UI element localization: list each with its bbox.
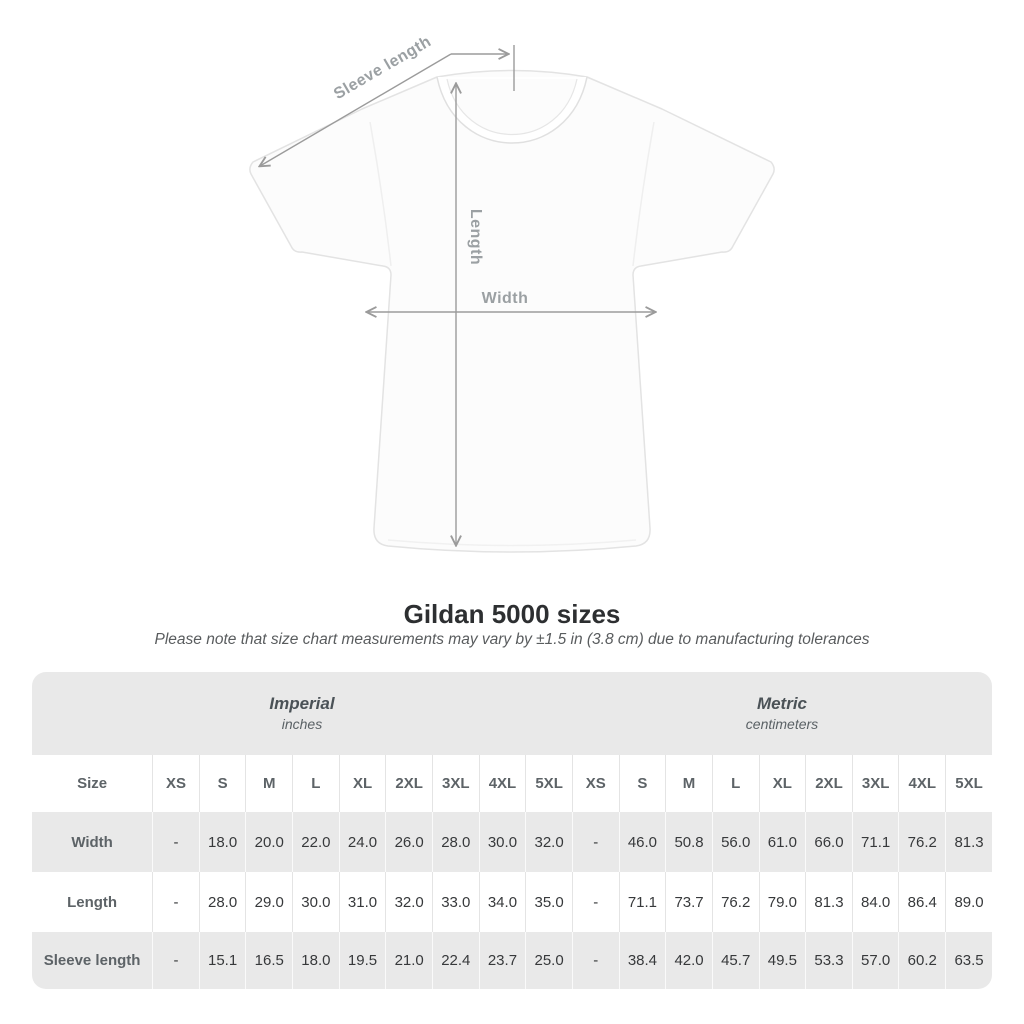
measurement-value: 20.0 (245, 812, 293, 872)
size-col-header: XS (571, 755, 619, 812)
size-col-header: 5XL (525, 755, 572, 812)
tshirt-measurement-diagram: Sleeve length Length Width (249, 33, 775, 553)
measurement-value: 34.0 (478, 872, 526, 932)
measurement-value: 86.4 (898, 872, 946, 932)
size-col-header: M (665, 755, 712, 812)
measurement-value: 19.5 (338, 932, 386, 989)
measurement-value: 18.0 (198, 812, 246, 872)
size-col-header: 3XL (851, 755, 899, 812)
measurement-value: 73.7 (665, 872, 712, 932)
measurement-value: - (571, 932, 619, 989)
measurement-value: 71.1 (851, 812, 899, 872)
row-label: Length (32, 872, 153, 932)
measurement-value: 23.7 (478, 932, 526, 989)
size-col-header: 4XL (898, 755, 946, 812)
measurement-value: 38.4 (618, 932, 666, 989)
measurement-value: 57.0 (851, 932, 899, 989)
measurement-value: 76.2 (711, 872, 759, 932)
measurement-value: 22.0 (292, 812, 339, 872)
measurement-value: 71.1 (618, 872, 666, 932)
measurement-value: 42.0 (665, 932, 712, 989)
measurement-value: 81.3 (945, 812, 992, 872)
measurement-value: 33.0 (431, 872, 479, 932)
measurement-value: 49.5 (758, 932, 806, 989)
measurement-value: - (571, 812, 619, 872)
measurement-value: 63.5 (945, 932, 992, 989)
measurement-value: - (152, 872, 199, 932)
measurement-value: - (152, 932, 199, 989)
measurement-value: 31.0 (338, 872, 386, 932)
tolerance-note: Please note that size chart measurements… (154, 631, 870, 648)
tshirt-illustration: Sleeve length Length Width (249, 33, 775, 553)
measurement-value: 46.0 (618, 812, 666, 872)
metric-label: Metric (756, 694, 808, 714)
size-col-header: 3XL (431, 755, 479, 812)
row-label: Width (32, 812, 153, 872)
measurement-value: 50.8 (665, 812, 712, 872)
measurement-arrows (260, 45, 655, 545)
size-header-row: Size XS S M L XL 2XL 3XL 4XL 5XL XS S M L XL 2XL 3XL 4XL… (32, 755, 992, 812)
size-col-header: S (618, 755, 666, 812)
measurement-value: 81.3 (805, 872, 852, 932)
metric-header: Metric centimeters (571, 672, 992, 755)
measurement-value: 32.0 (385, 872, 432, 932)
measurement-value: 30.0 (292, 872, 339, 932)
measurement-value: 15.1 (198, 932, 246, 989)
measurement-value: 22.4 (431, 932, 479, 989)
row-label: Sleeve length (32, 932, 153, 989)
width-label: Width (482, 290, 529, 307)
measurement-value: 89.0 (945, 872, 992, 932)
measurement-value: 53.3 (805, 932, 852, 989)
size-col-header: 2XL (385, 755, 432, 812)
imperial-unit: inches (281, 716, 323, 733)
measurement-value: 56.0 (711, 812, 759, 872)
measurement-value: 25.0 (525, 932, 572, 989)
size-col-header: XL (338, 755, 386, 812)
table-row: Width -18.0 20.0 22.0 24.0 26.0 28.0 30.0 32.0-4… (32, 812, 992, 872)
measurement-value: 16.5 (245, 932, 293, 989)
measurement-value: 61.0 (758, 812, 806, 872)
size-col-header: L (292, 755, 339, 812)
imperial-label: Imperial (269, 694, 335, 714)
measurement-value: 26.0 (385, 812, 432, 872)
size-col-header: 5XL (945, 755, 992, 812)
imperial-header: Imperial inches (32, 672, 572, 755)
measurement-value: 24.0 (338, 812, 386, 872)
measurement-value: 29.0 (245, 872, 293, 932)
measurement-value: - (152, 812, 199, 872)
size-table-container: Imperial inches Metric centimeters Size … (32, 672, 992, 989)
measurement-value: 18.0 (292, 932, 339, 989)
metric-unit: centimeters (745, 716, 819, 733)
size-col-header: S (198, 755, 246, 812)
size-col-header: XS (152, 755, 199, 812)
measurement-value: 35.0 (525, 872, 572, 932)
size-col-header: L (711, 755, 759, 812)
unit-header-row: Imperial inches Metric centimeters (32, 672, 992, 755)
table-row: Length -28.0 29.0 30.0 31.0 32.0 33.0 34.0 35.0-… (32, 872, 992, 932)
measurement-value: 32.0 (525, 812, 572, 872)
measurement-value: 30.0 (478, 812, 526, 872)
tshirt-shape (249, 69, 775, 553)
measurement-value: 84.0 (851, 872, 899, 932)
size-column-header: Size (32, 755, 153, 812)
measurement-value: 45.7 (711, 932, 759, 989)
measurement-value: 79.0 (758, 872, 806, 932)
size-col-header: XL (758, 755, 806, 812)
measurement-value: 60.2 (898, 932, 946, 989)
size-col-header: 2XL (805, 755, 852, 812)
measurement-value: 76.2 (898, 812, 946, 872)
size-col-header: M (245, 755, 293, 812)
size-col-header: 4XL (478, 755, 526, 812)
measurement-value: - (571, 872, 619, 932)
sleeve-length-arrow-diagonal (260, 53, 452, 166)
size-table: Imperial inches Metric centimeters Size … (32, 672, 992, 989)
measurement-value: 28.0 (431, 812, 479, 872)
length-label: Length (467, 209, 484, 265)
measurement-value: 66.0 (805, 812, 852, 872)
measurement-value: 21.0 (385, 932, 432, 989)
page-title: Gildan 5000 sizes (403, 599, 621, 629)
table-row: Sleeve length -15.1 16.5 18.0 19.5 21.0 22.4 23… (32, 932, 992, 989)
measurement-value: 28.0 (198, 872, 246, 932)
